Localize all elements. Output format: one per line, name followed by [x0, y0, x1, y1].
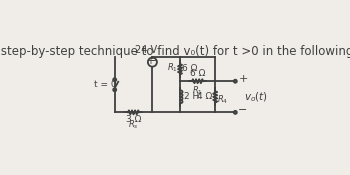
Text: $R_1$: $R_1$: [167, 62, 177, 74]
Text: +: +: [146, 56, 154, 66]
Text: $R_s$: $R_s$: [128, 118, 139, 131]
Text: $R_1$: $R_1$: [192, 85, 203, 97]
Text: 4 Ω: 4 Ω: [197, 92, 213, 101]
Text: 2 H: 2 H: [183, 92, 199, 101]
Text: t = 0: t = 0: [94, 80, 117, 89]
Text: −: −: [238, 105, 248, 115]
Text: Use the step-by-step technique to find v₀(t) for t >0 in the following circuit.: Use the step-by-step technique to find v…: [0, 44, 350, 58]
Text: 3 Ω: 3 Ω: [126, 115, 141, 124]
Text: −: −: [150, 56, 159, 66]
Text: $v_o(t)$: $v_o(t)$: [244, 90, 268, 104]
Text: $R_4$: $R_4$: [217, 93, 229, 106]
Text: 6 Ω: 6 Ω: [190, 69, 205, 78]
Text: 24 V: 24 V: [135, 45, 158, 55]
Text: 6 Ω: 6 Ω: [182, 64, 197, 73]
Text: +: +: [238, 74, 248, 84]
